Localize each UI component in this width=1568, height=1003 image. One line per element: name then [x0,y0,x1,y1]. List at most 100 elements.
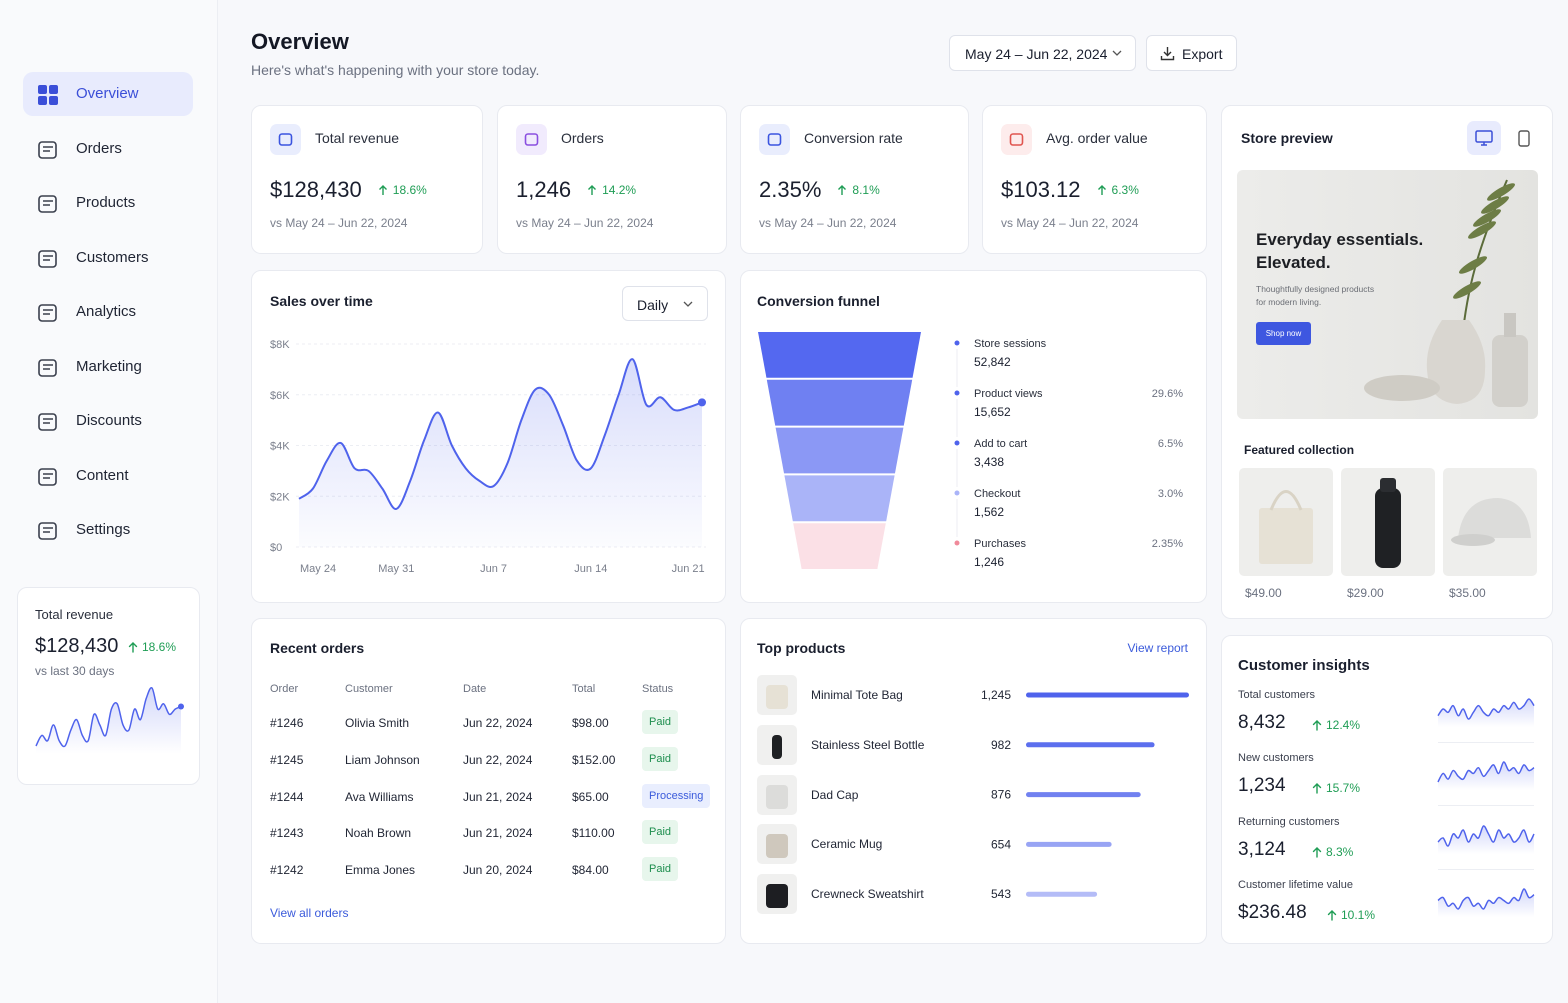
product-image [766,685,788,709]
nav-icon [38,413,57,431]
icon [278,133,293,146]
nav-label: Customers [76,248,149,266]
screen [1475,130,1493,143]
product-price: $49.00 [1245,586,1282,600]
kpi-icon [270,124,301,155]
arrow [1312,783,1322,794]
order-cell: Noah Brown [345,826,412,841]
desktop-icon [1475,130,1493,146]
nav-item[interactable]: Settings [23,508,193,552]
sparkline-area [1438,699,1534,727]
units-label: 543 [991,887,1011,901]
sparkline-line [1437,824,1535,847]
view-all-link[interactable]: View all orders [270,906,349,920]
leaf [1487,183,1515,201]
units-bar [1026,841,1112,847]
nav-item[interactable]: Discounts [23,399,193,443]
icon-detail [43,418,53,424]
nav-icon [38,85,58,105]
kpi-change: 8.1% [852,183,880,197]
up-arrow-icon [1312,846,1322,858]
order-cell: $65.00 [572,789,609,804]
x-tick-label: May 31 [378,563,414,575]
nav-item[interactable]: Customers [23,236,193,280]
sidebar: Overview Orders Products Customers Analytics… [0,0,218,1003]
date-range-button[interactable]: May 24 – Jun 22, 2024 [949,35,1136,71]
kpi-value-row: $103.12 6.3% [1001,177,1139,203]
phone [1518,130,1530,147]
chevron [683,301,693,307]
nav-label: Marketing [76,357,142,375]
nav-item[interactable]: Marketing [23,345,193,389]
hero-text: Thoughtfully designed products for moder… [1256,284,1375,307]
stage-name: Purchases [974,538,1026,550]
download [1160,47,1175,61]
sparkline-area [1438,888,1534,917]
mobile-toggle[interactable] [1512,121,1536,155]
metric-label: Customer lifetime value [1238,878,1353,891]
status-badge: Processing [642,783,711,808]
legend-dot [954,540,960,546]
order-cell: #1243 [270,826,304,841]
order-cell: Olivia Smith [345,716,410,730]
leaf [1468,221,1496,239]
nav-icon [38,358,57,377]
stage-value: 3,438 [974,455,1004,469]
product-name: Minimal Tote Bag [811,688,903,702]
arrow [1312,846,1322,858]
y-tick-label: $8K [270,339,290,351]
legend-dot [954,440,960,446]
column-header: Customer [345,683,393,695]
nav-item[interactable]: Content [23,454,193,498]
kpi-label: Conversion rate [804,130,903,146]
featured-thumb[interactable] [1341,468,1435,576]
nav-item[interactable]: Products [23,181,193,225]
funnel-stage [775,427,904,474]
featured-thumb[interactable] [1443,468,1537,576]
kpi-change: 14.2% [602,183,637,197]
icon-outline [38,413,57,431]
x-tick-label: Jun 21 [672,563,705,575]
export-button[interactable]: Export [1146,35,1237,71]
metric-value: 8,432 [1238,712,1286,733]
funnel-card: Conversion funnel Store sessions 52,842 Pro… [740,270,1207,603]
product-image [766,884,788,909]
sparkline-area [1438,825,1534,854]
sparkline [1437,824,1535,854]
stage-value: 15,652 [974,405,1011,419]
column-header: Total [572,683,596,695]
y-tick-label: $6K [270,390,290,402]
x-tick-label: Jun 7 [480,563,507,575]
vase [1426,320,1486,404]
nav-item[interactable]: Orders [23,127,193,171]
end-dot [178,703,184,710]
nav-item[interactable]: Analytics [23,290,193,334]
icon-shape [1009,133,1024,146]
stage-rate: 3.0% [1158,488,1183,500]
up-arrow-icon [588,185,597,195]
product-shape [766,834,788,859]
period-dropdown[interactable]: Daily [622,286,708,321]
top-products-chart: 1,245 982 876 654 543 [981,688,1189,901]
hero-button[interactable]: Shop now [1256,322,1311,345]
kpi-change: 6.3% [1111,183,1139,197]
funnel-chart: Store sessions 52,842 Product views 15,652 2… [758,332,1183,569]
arrow [1312,720,1322,731]
nav-icon [38,522,57,540]
product-shape [766,784,788,809]
kpi-label: Avg. order value [1046,130,1148,146]
order-cell: $98.00 [572,716,609,730]
metric-change: 8.3% [1326,844,1354,859]
kpi-comparison: vs May 24 – Jun 22, 2024 [270,216,408,230]
desktop-toggle[interactable] [1467,121,1501,155]
nav-item[interactable]: Overview [23,72,193,116]
product-thumb [757,675,797,715]
arrow [128,642,138,653]
featured-thumb[interactable] [1239,468,1333,576]
view-report-link[interactable]: View report [1127,641,1188,655]
status-badge: Paid [642,857,679,882]
kpi-card: Orders 1,246 14.2% vs May 24 – Jun 22, 2024 [497,105,727,254]
sales-card: Sales over time Daily $0 $2K $4K $6K $8K May 24… [251,270,726,603]
legend-dot [954,340,960,346]
